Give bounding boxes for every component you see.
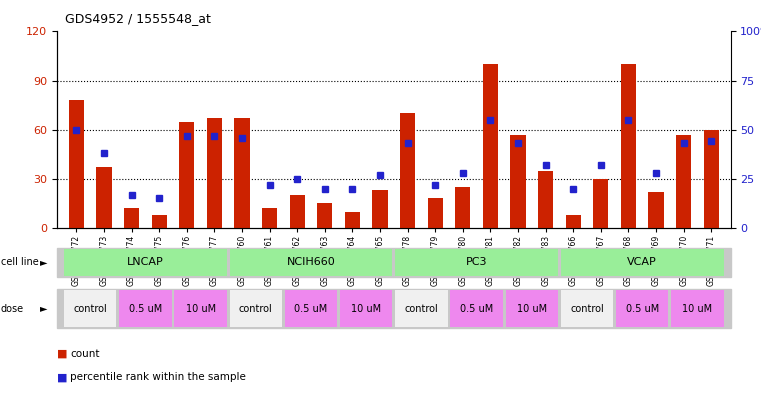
Bar bbox=[455, 187, 470, 228]
Bar bbox=[174, 290, 227, 327]
Bar bbox=[594, 179, 609, 228]
Bar bbox=[285, 290, 337, 327]
Bar bbox=[151, 215, 167, 228]
Text: PC3: PC3 bbox=[466, 257, 487, 267]
Bar bbox=[317, 204, 333, 228]
Bar bbox=[538, 171, 553, 228]
Text: control: control bbox=[73, 303, 107, 314]
Text: 10 uM: 10 uM bbox=[186, 303, 215, 314]
Bar bbox=[124, 208, 139, 228]
Bar bbox=[372, 190, 387, 228]
Bar bbox=[290, 195, 305, 228]
Text: ►: ► bbox=[40, 303, 48, 314]
Text: ■: ■ bbox=[57, 372, 68, 382]
Bar bbox=[64, 249, 227, 276]
Bar bbox=[119, 290, 172, 327]
Text: 10 uM: 10 uM bbox=[517, 303, 547, 314]
Bar bbox=[648, 192, 664, 228]
Text: GDS4952 / 1555548_at: GDS4952 / 1555548_at bbox=[65, 12, 211, 25]
Text: NCIH660: NCIH660 bbox=[287, 257, 336, 267]
Bar bbox=[428, 198, 443, 228]
Bar bbox=[561, 249, 724, 276]
Bar bbox=[234, 118, 250, 228]
Text: 10 uM: 10 uM bbox=[683, 303, 712, 314]
Bar bbox=[230, 290, 282, 327]
Bar bbox=[64, 290, 116, 327]
Text: dose: dose bbox=[1, 303, 24, 314]
Bar bbox=[340, 290, 393, 327]
Text: 0.5 uM: 0.5 uM bbox=[129, 303, 162, 314]
Bar bbox=[561, 290, 613, 327]
Text: control: control bbox=[239, 303, 272, 314]
Bar bbox=[671, 290, 724, 327]
Bar bbox=[68, 100, 84, 228]
Bar bbox=[207, 118, 222, 228]
Text: 0.5 uM: 0.5 uM bbox=[626, 303, 659, 314]
Text: control: control bbox=[405, 303, 438, 314]
Bar bbox=[395, 290, 447, 327]
Text: LNCAP: LNCAP bbox=[127, 257, 164, 267]
Bar bbox=[262, 208, 277, 228]
Text: count: count bbox=[70, 349, 100, 359]
Text: 10 uM: 10 uM bbox=[351, 303, 381, 314]
Text: 0.5 uM: 0.5 uM bbox=[295, 303, 328, 314]
Bar bbox=[97, 167, 112, 228]
Bar bbox=[345, 211, 360, 228]
Text: VCAP: VCAP bbox=[627, 257, 657, 267]
Bar bbox=[565, 215, 581, 228]
Bar bbox=[704, 130, 719, 228]
Bar bbox=[179, 121, 194, 228]
Bar bbox=[400, 113, 416, 228]
Bar bbox=[676, 134, 691, 228]
Bar bbox=[505, 290, 558, 327]
Text: cell line: cell line bbox=[1, 257, 39, 267]
Bar bbox=[451, 290, 503, 327]
Bar bbox=[621, 64, 636, 228]
Text: ►: ► bbox=[40, 257, 48, 267]
Text: percentile rank within the sample: percentile rank within the sample bbox=[70, 372, 246, 382]
Text: ■: ■ bbox=[57, 349, 68, 359]
Bar bbox=[616, 290, 668, 327]
Bar bbox=[230, 249, 393, 276]
Text: control: control bbox=[570, 303, 604, 314]
Bar bbox=[511, 134, 526, 228]
Text: 0.5 uM: 0.5 uM bbox=[460, 303, 493, 314]
Bar bbox=[482, 64, 498, 228]
Bar bbox=[395, 249, 558, 276]
